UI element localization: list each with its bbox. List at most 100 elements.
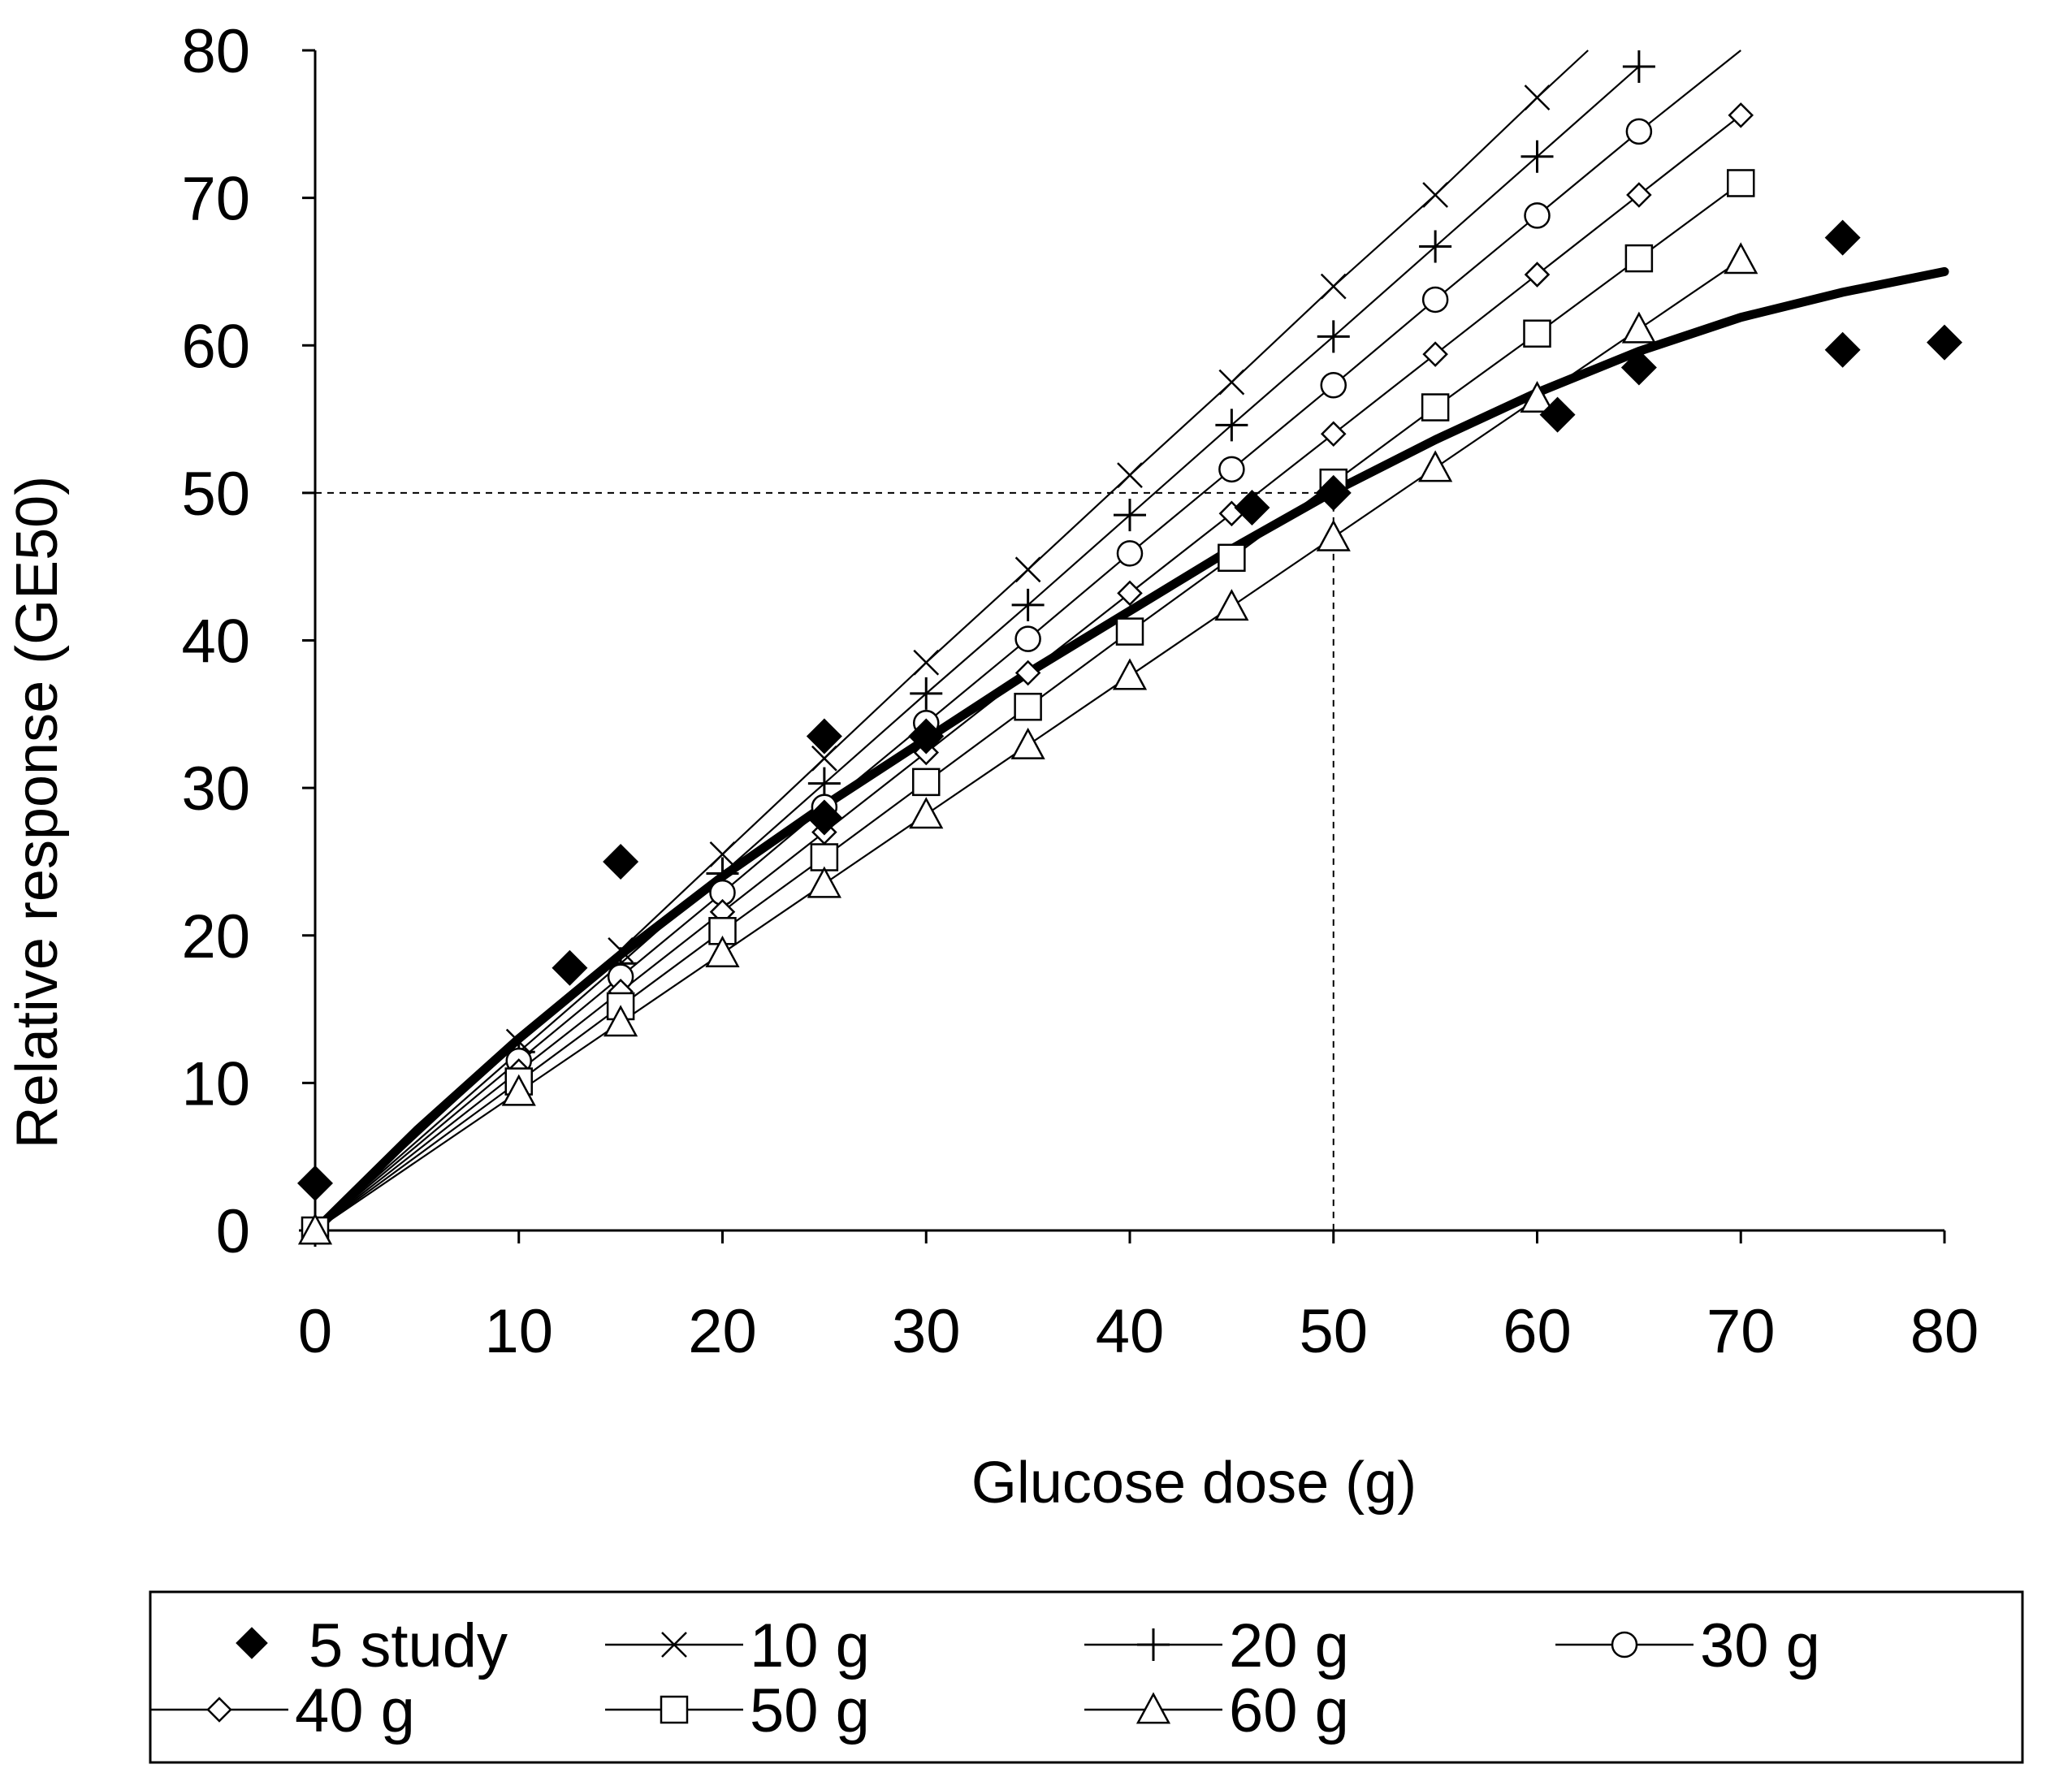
y-tick-label: 80 xyxy=(181,17,250,86)
data-point-60-g xyxy=(297,1213,333,1245)
y-axis-title: Relative response (GE50) xyxy=(5,476,70,1148)
legend-marker-50-g xyxy=(660,1695,689,1724)
y-tick-label: 0 xyxy=(216,1197,250,1266)
data-point-5-study xyxy=(1234,490,1270,526)
series-markers xyxy=(297,50,1962,1247)
data-point-40-g xyxy=(1320,421,1347,447)
data-point-20-g xyxy=(910,677,943,710)
data-point-60-g xyxy=(603,1005,638,1037)
data-point-40-g xyxy=(1524,262,1551,288)
data-point-5-study xyxy=(1620,349,1657,386)
legend-label-50-g: 50 g xyxy=(750,1676,870,1745)
data-point-60-g xyxy=(1418,450,1453,482)
y-tick-label: 10 xyxy=(181,1049,250,1118)
y-tick-label: 40 xyxy=(181,608,250,677)
data-point-5-study xyxy=(806,718,842,755)
data-point-60-g xyxy=(1316,519,1351,551)
legend-label-40-g: 40 g xyxy=(295,1676,415,1745)
data-point-5-study xyxy=(1824,331,1861,368)
legend-item-40-g: 40 g xyxy=(150,1676,415,1745)
data-point-20-g xyxy=(1317,320,1350,353)
data-point-5-study xyxy=(297,1165,333,1201)
legend-item-10-g: 10 g xyxy=(605,1611,870,1680)
data-point-5-study xyxy=(1315,474,1352,511)
data-point-20-g xyxy=(1419,230,1452,263)
data-point-60-g xyxy=(1621,311,1656,344)
series-line-50-g xyxy=(314,182,1741,1231)
data-point-50-g xyxy=(1421,393,1450,422)
data-point-60-g xyxy=(1724,242,1758,275)
data-point-5-study xyxy=(1824,219,1861,256)
data-point-10-g xyxy=(709,841,736,867)
legend-item-50-g: 50 g xyxy=(605,1676,870,1745)
x-tick-label: 10 xyxy=(484,1297,553,1366)
x-axis-ticks: 0 10 20 30 40 50 60 70 80 xyxy=(298,1230,1979,1366)
legend-marker-5-study xyxy=(236,1627,268,1659)
x-tick-label: 80 xyxy=(1910,1297,1979,1366)
data-point-30-g xyxy=(1524,202,1551,229)
data-point-20-g xyxy=(1114,499,1146,532)
data-point-60-g xyxy=(807,866,841,898)
data-point-60-g xyxy=(1010,727,1045,759)
data-point-10-g xyxy=(1014,556,1041,583)
x-tick-label: 30 xyxy=(892,1297,961,1366)
data-point-60-g xyxy=(1214,589,1249,621)
data-point-30-g xyxy=(1116,540,1144,567)
y-axis-ticks: 0 10 20 30 40 50 60 70 80 xyxy=(181,17,315,1266)
reference-lines xyxy=(315,491,1334,1230)
series-line-40-g xyxy=(314,115,1741,1231)
x-tick-label: 40 xyxy=(1096,1297,1165,1366)
data-point-40-g xyxy=(1422,341,1448,367)
data-point-5-study xyxy=(908,718,945,755)
data-point-50-g xyxy=(1523,319,1551,348)
legend-box xyxy=(149,1590,2024,1764)
legend-marker-20-g xyxy=(1137,1628,1170,1661)
x-tick-label: 20 xyxy=(688,1297,757,1366)
y-tick-label: 50 xyxy=(181,460,250,529)
data-point-20-g xyxy=(1011,588,1045,621)
legend-marker-30-g xyxy=(1611,1631,1638,1658)
data-point-5-study xyxy=(806,799,842,836)
data-point-50-g xyxy=(912,768,941,797)
legend: 5 study 10 g 20 g 30 g 40 g 50 g 60 g xyxy=(149,1590,2024,1764)
data-point-40-g xyxy=(1626,182,1652,208)
y-tick-label: 70 xyxy=(181,165,250,234)
data-point-5-study xyxy=(552,949,588,986)
data-point-10-g xyxy=(811,745,837,772)
data-point-60-g xyxy=(909,797,944,829)
series-line-60-g xyxy=(314,258,1741,1231)
x-axis-title: Glucose dose (g) xyxy=(971,1451,1417,1516)
data-point-40-g xyxy=(1117,580,1143,607)
data-point-20-g xyxy=(1215,409,1248,442)
data-point-60-g xyxy=(705,935,740,967)
y-tick-label: 30 xyxy=(181,755,250,824)
legend-item-30-g: 30 g xyxy=(1555,1611,1820,1680)
data-point-50-g xyxy=(1115,617,1144,646)
data-point-60-g xyxy=(1520,381,1555,413)
series-line-30-g xyxy=(314,50,1741,1231)
x-tick-label: 60 xyxy=(1503,1297,1572,1366)
data-point-5-study xyxy=(1539,396,1576,433)
data-point-5-study xyxy=(603,843,639,880)
data-point-10-g xyxy=(1422,182,1449,208)
data-point-50-g xyxy=(1218,543,1246,573)
legend-label-10-g: 10 g xyxy=(750,1611,870,1680)
x-tick-label: 0 xyxy=(298,1297,332,1366)
data-point-30-g xyxy=(1014,625,1041,652)
data-point-20-g xyxy=(1622,50,1655,83)
fit-curve-group xyxy=(310,266,1949,1235)
data-point-60-g xyxy=(1112,658,1148,690)
legend-items: 5 study 10 g 20 g 30 g 40 g 50 g 60 g xyxy=(150,1611,1820,1745)
legend-item-20-g: 20 g xyxy=(1084,1611,1349,1680)
data-point-50-g xyxy=(810,843,839,871)
data-point-30-g xyxy=(1625,118,1653,145)
data-point-10-g xyxy=(1320,273,1347,300)
y-tick-label: 20 xyxy=(181,902,250,971)
data-point-50-g xyxy=(1014,692,1042,721)
data-point-30-g xyxy=(1320,372,1347,399)
legend-marker-10-g xyxy=(661,1632,687,1658)
fit-curve xyxy=(310,266,1949,1235)
data-point-10-g xyxy=(1218,369,1245,396)
